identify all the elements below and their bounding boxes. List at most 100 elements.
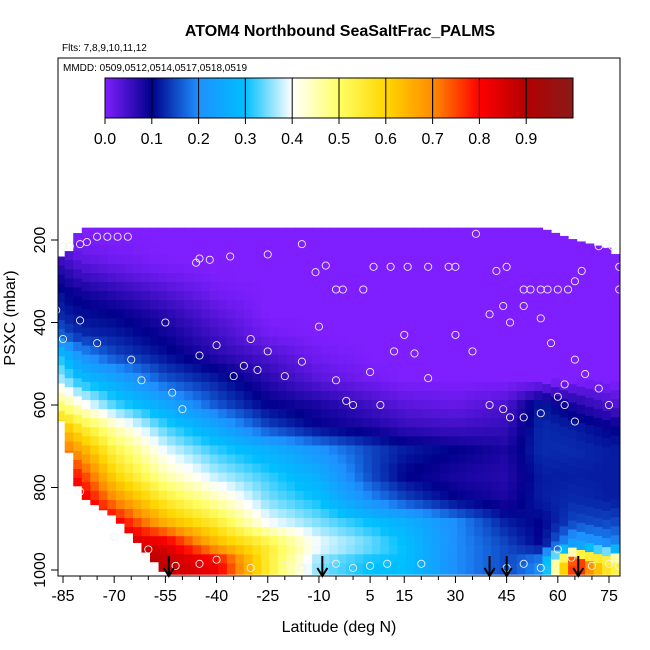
heatmap-cell [542, 538, 552, 549]
heatmap-cell [363, 254, 373, 265]
heatmap-cell [209, 572, 219, 575]
heatmap-cell [346, 236, 356, 247]
heatmap-cell [380, 554, 390, 564]
heatmap-cell [525, 454, 535, 465]
heatmap-cell [568, 384, 578, 394]
heatmap-cell [260, 463, 271, 474]
heatmap-cell [277, 291, 288, 301]
heatmap-cell [184, 372, 194, 383]
heatmap-cell [491, 463, 501, 474]
heatmap-cell [474, 518, 484, 528]
heatmap-cell [559, 408, 569, 419]
heatmap-cell [295, 545, 305, 555]
heatmap-cell [303, 545, 313, 555]
heatmap-cell [602, 547, 612, 557]
heatmap-cell [158, 400, 168, 410]
heatmap-cell [491, 336, 501, 347]
heatmap-cell [431, 390, 441, 401]
heatmap-cell [243, 481, 253, 492]
heatmap-cell [226, 454, 236, 465]
heatmap-cell [559, 571, 569, 575]
heatmap-cell [482, 363, 492, 374]
heatmap-cell [329, 481, 339, 492]
heatmap-cell [619, 461, 620, 472]
heatmap-cell [58, 347, 66, 357]
heatmap-cell [585, 388, 595, 399]
heatmap-cell [371, 427, 381, 437]
heatmap-cell [73, 296, 83, 307]
heatmap-cell [295, 445, 305, 456]
heatmap-cell [619, 398, 620, 409]
heatmap-cell [312, 409, 322, 419]
data-point [519, 413, 528, 422]
heatmap-cell [141, 409, 151, 419]
heatmap-cell [58, 410, 66, 421]
heatmap-cell [201, 499, 211, 510]
heatmap-cell [192, 263, 202, 274]
heatmap-cell [115, 436, 126, 447]
heatmap-cell [525, 508, 535, 519]
heatmap-cell [98, 472, 108, 483]
heatmap-cell [550, 405, 561, 415]
heatmap-cell [218, 536, 228, 546]
heatmap-cell [585, 343, 595, 353]
heatmap-cell [457, 236, 467, 247]
heatmap-cell [141, 381, 151, 392]
heatmap-cell [423, 372, 433, 383]
heatmap-cell [550, 350, 561, 361]
heatmap-cell [277, 472, 288, 483]
heatmap-cell [192, 273, 202, 283]
heatmap-cell [397, 436, 407, 447]
heatmap-cell [167, 463, 177, 474]
heatmap-cell [346, 527, 356, 537]
heatmap-cell [440, 508, 450, 519]
heatmap-cell [115, 291, 126, 301]
heatmap-cell [619, 434, 620, 445]
heatmap-cell [81, 309, 91, 319]
heatmap-cell [124, 481, 134, 492]
heatmap-cell [550, 523, 561, 533]
heatmap-cell [90, 309, 100, 319]
heatmap-cell [115, 427, 126, 437]
heatmap-cell [132, 390, 143, 401]
heatmap-cell [167, 572, 177, 575]
heatmap-cell [303, 418, 313, 428]
heatmap-cell [81, 245, 91, 256]
heatmap-cell [286, 554, 296, 564]
heatmap-cell [457, 418, 467, 428]
heatmap-cell [576, 259, 586, 270]
heatmap-cell [363, 273, 373, 283]
heatmap-cell [440, 409, 450, 419]
heatmap-cell [260, 390, 271, 401]
heatmap-cell [295, 372, 305, 383]
heatmap-cell [175, 463, 185, 474]
heatmap-cell [295, 300, 305, 310]
heatmap-cell [414, 282, 424, 292]
heatmap-cell [516, 318, 526, 329]
heatmap-cell [192, 354, 202, 365]
heatmap-cell [405, 454, 416, 465]
heatmap-cell [346, 536, 356, 546]
heatmap-cell [167, 490, 177, 501]
heatmap-cell [175, 363, 185, 374]
heatmap-cell [602, 374, 612, 385]
heatmap-cell [550, 532, 561, 543]
heatmap-cell [277, 254, 288, 265]
heatmap-cell [593, 272, 603, 283]
heatmap-cell [371, 472, 381, 483]
heatmap-cell [277, 572, 288, 575]
heatmap-cell [414, 309, 424, 319]
heatmap-cell [440, 390, 450, 401]
heatmap-cell [423, 427, 433, 437]
heatmap-cell [499, 254, 509, 265]
heatmap-cell [252, 427, 262, 437]
heatmap-cell [542, 329, 552, 340]
heatmap-cell [243, 291, 253, 301]
heatmap-cell [363, 236, 373, 247]
heatmap-cell [167, 254, 177, 265]
data-point [424, 262, 433, 271]
heatmap-cell [90, 227, 100, 238]
heatmap-cell [568, 357, 578, 367]
heatmap-cell [508, 291, 518, 301]
heatmap-cell [465, 318, 475, 329]
